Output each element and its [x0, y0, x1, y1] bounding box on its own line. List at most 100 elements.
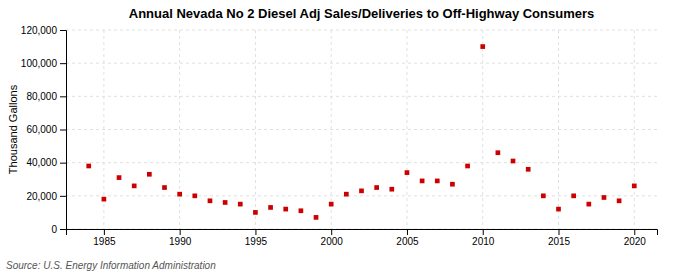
tick: 2000	[321, 229, 344, 247]
point	[299, 208, 304, 213]
tick: 40,000	[26, 157, 66, 168]
tick-mark	[60, 30, 66, 31]
tick-mark	[60, 96, 66, 97]
grid-line	[482, 30, 483, 229]
tick-label: 2000	[321, 236, 344, 247]
grid-line	[66, 195, 657, 196]
tick-label: 2010	[472, 236, 495, 247]
tick-mark	[104, 229, 105, 235]
tick-mark	[180, 229, 181, 235]
axis-line	[60, 31, 67, 230]
point	[344, 192, 349, 197]
tick-mark	[559, 229, 560, 235]
point	[617, 198, 622, 203]
tick: 120,000	[21, 25, 66, 36]
point	[132, 184, 137, 189]
grid	[66, 30, 657, 229]
grid-line	[66, 63, 657, 64]
grid-line	[66, 129, 657, 130]
point	[571, 193, 576, 198]
point	[586, 202, 591, 207]
tick-mark	[331, 229, 332, 235]
grid-line	[634, 30, 635, 229]
point	[162, 185, 167, 190]
tick-label: 2020	[624, 236, 647, 247]
tick-label: 1990	[169, 236, 192, 247]
point	[420, 179, 425, 184]
point	[541, 193, 546, 198]
point	[359, 189, 364, 194]
grid-line	[331, 30, 332, 229]
tick: 0	[51, 224, 66, 235]
grid-line	[179, 30, 180, 229]
y-axis: 0 20,000 40,000 60,000 80,000 100,000 120,000	[21, 25, 67, 235]
points	[86, 44, 636, 219]
point	[102, 197, 107, 202]
point	[465, 164, 470, 169]
point	[632, 184, 637, 189]
y-axis-label: Thousand Gallons	[7, 84, 19, 174]
point	[147, 172, 152, 177]
point	[192, 193, 197, 198]
grid-line	[255, 30, 256, 229]
grid-line	[558, 30, 559, 229]
point	[374, 185, 379, 190]
tick: 20,000	[26, 191, 66, 202]
plot-area: 1985 1990 1995 2000 2005 2010 2015 2020 0 20,000 4…	[21, 25, 658, 247]
tick: 100,000	[21, 58, 66, 69]
tick-label: 20,000	[26, 191, 57, 202]
point	[329, 202, 334, 207]
point	[496, 150, 501, 155]
tick-label: 2015	[548, 236, 571, 247]
tick-mark	[407, 229, 408, 235]
tick-mark	[483, 229, 484, 235]
point	[223, 200, 228, 205]
point	[283, 207, 288, 212]
tick-label: 0	[51, 224, 57, 235]
point	[208, 198, 213, 203]
point	[450, 182, 455, 187]
tick-label: 2005	[396, 236, 419, 247]
chart: 1985 1990 1995 2000 2005 2010 2015 2020 0 20,000 4…	[0, 0, 675, 275]
point	[238, 202, 243, 207]
tick-label: 100,000	[21, 58, 58, 69]
tick-label: 1995	[245, 236, 268, 247]
tick: 60,000	[26, 124, 66, 135]
point	[480, 44, 485, 49]
point	[435, 179, 440, 184]
tick: 2010	[472, 229, 495, 247]
x-axis: 1985 1990 1995 2000 2005 2010 2015 2020	[67, 229, 658, 247]
tick-label: 40,000	[26, 157, 57, 168]
point	[511, 159, 516, 164]
tick: 1985	[93, 229, 116, 247]
title: Annual Nevada No 2 Diesel Adj Sales/Deli…	[129, 6, 595, 21]
point	[556, 207, 561, 212]
tick-label: 1985	[93, 236, 116, 247]
tick-mark	[60, 163, 66, 164]
point	[526, 167, 531, 172]
tick-mark	[60, 63, 66, 64]
grid-line	[66, 162, 657, 163]
point	[253, 210, 258, 215]
axis-line	[67, 230, 658, 236]
grid-line	[406, 30, 407, 229]
point	[602, 195, 607, 200]
tick: 1990	[169, 229, 192, 247]
annotation: Source: U.S. Energy Information Administ…	[6, 260, 216, 271]
tick: 1995	[245, 229, 268, 247]
tick-label: 80,000	[26, 91, 57, 102]
tick-label: 120,000	[21, 25, 58, 36]
tick-mark	[60, 130, 66, 131]
tick: 2020	[624, 229, 647, 247]
point	[117, 175, 122, 180]
point	[268, 205, 273, 210]
point	[86, 164, 91, 169]
tick: 80,000	[26, 91, 66, 102]
tick-mark	[60, 196, 66, 197]
point	[177, 192, 182, 197]
tick-label: 60,000	[26, 124, 57, 135]
tick: 2005	[396, 229, 419, 247]
tick-mark	[60, 229, 66, 230]
tick-mark	[255, 229, 256, 235]
point	[405, 170, 410, 175]
